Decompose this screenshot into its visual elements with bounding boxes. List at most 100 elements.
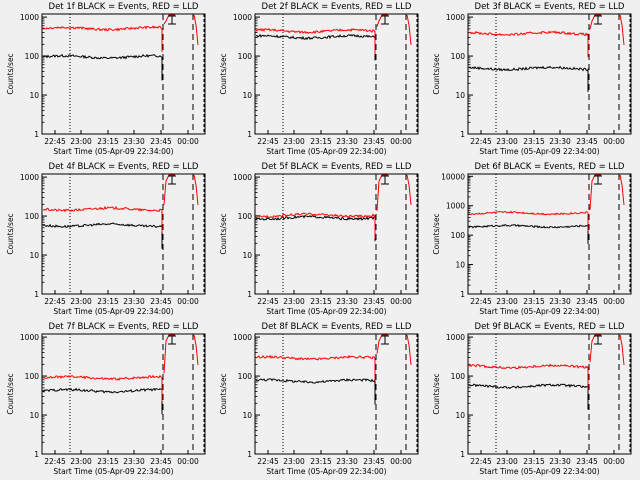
chart-title: Det 7f BLACK = Events, RED = LLD [49, 322, 199, 332]
x-tick-label: 00:00 [177, 137, 199, 146]
plot-frame [467, 173, 632, 295]
y-tick-label: 100 [238, 212, 253, 221]
y-axis-label: Counts/sec [219, 213, 228, 254]
y-tick-label: 1 [247, 130, 252, 139]
events-series-line [255, 378, 376, 384]
chart-svg: Det 4f BLACK = Events, RED = LLD 1 10 100 10… [6, 162, 206, 316]
x-tick-label: 23:15 [97, 137, 119, 146]
chart-svg: Det 9f BLACK = Events, RED = LLD 1 10 100 10… [432, 322, 632, 476]
x-tick-label: 23:00 [496, 137, 518, 146]
y-tick-label: 1000 [446, 333, 465, 342]
x-axis-label: Start Time (05-Apr-09 22:34:00) [53, 147, 173, 156]
lld-spike [589, 174, 625, 210]
y-tick-label: 1000 [446, 13, 465, 22]
lld-spike [163, 174, 199, 206]
x-axis-label: Start Time (05-Apr-09 22:34:00) [479, 307, 599, 316]
x-tick-label: 22:45 [257, 297, 279, 306]
detector-panel: Det 9f BLACK = Events, RED = LLD 1 10 100 10… [426, 320, 639, 480]
y-axis-label: Counts/sec [219, 373, 228, 414]
x-tick-label: 22:45 [44, 457, 66, 466]
y-axis-label: Counts/sec [432, 213, 441, 254]
x-tick-label: 23:15 [310, 137, 332, 146]
lld-spike [376, 14, 412, 46]
y-tick-label: 1 [247, 450, 252, 459]
y-tick-label: 1000 [233, 13, 252, 22]
chart-title: Det 9f BLACK = Events, RED = LLD [475, 322, 625, 332]
x-tick-label: 00:00 [390, 457, 412, 466]
x-tick-label: 23:00 [496, 297, 518, 306]
x-tick-label: 23:00 [70, 297, 92, 306]
chart-svg: Det 6f BLACK = Events, RED = LLD 1 10 100 10… [432, 162, 632, 316]
x-tick-label: 00:00 [390, 137, 412, 146]
x-tick-label: 23:30 [336, 457, 358, 466]
x-tick-label: 23:30 [549, 457, 571, 466]
y-tick-label: 1000 [20, 333, 39, 342]
chart-title: Det 6f BLACK = Events, RED = LLD [475, 162, 625, 172]
detector-panel: Det 2f BLACK = Events, RED = LLD 1 10 100 10… [213, 0, 426, 160]
x-tick-label: 00:00 [177, 457, 199, 466]
x-tick-label: 23:00 [283, 457, 305, 466]
x-tick-label: 23:30 [123, 457, 145, 466]
x-tick-label: 23:45 [363, 457, 385, 466]
y-axis-label: Counts/sec [6, 53, 15, 94]
lld-series-line [255, 212, 376, 219]
detector-panel: Det 7f BLACK = Events, RED = LLD 1 10 100 10… [0, 320, 213, 480]
error-bar-marker [594, 175, 602, 185]
error-bar-marker [168, 175, 176, 185]
plot-frame [41, 173, 206, 295]
x-tick-label: 23:45 [363, 137, 385, 146]
x-tick-label: 22:45 [470, 137, 492, 146]
x-axis-label: Start Time (05-Apr-09 22:34:00) [266, 467, 386, 476]
error-bar-marker [168, 335, 176, 345]
y-tick-label: 1 [460, 130, 465, 139]
y-tick-label: 1 [34, 450, 39, 459]
x-axis-label: Start Time (05-Apr-09 22:34:00) [479, 147, 599, 156]
x-axis-label: Start Time (05-Apr-09 22:34:00) [266, 307, 386, 316]
x-tick-label: 23:30 [549, 137, 571, 146]
y-axis-label: Counts/sec [219, 53, 228, 94]
x-tick-label: 00:00 [603, 457, 625, 466]
x-tick-label: 23:45 [363, 297, 385, 306]
y-tick-label: 1 [34, 130, 39, 139]
x-axis-label: Start Time (05-Apr-09 22:34:00) [479, 467, 599, 476]
chart-title: Det 8f BLACK = Events, RED = LLD [262, 322, 412, 332]
x-tick-label: 22:45 [470, 457, 492, 466]
x-tick-label: 23:45 [576, 137, 598, 146]
x-tick-label: 23:00 [70, 137, 92, 146]
error-bar-marker [381, 335, 389, 345]
lld-series-line [468, 30, 589, 37]
x-tick-label: 23:15 [97, 457, 119, 466]
x-tick-label: 23:30 [336, 137, 358, 146]
y-tick-label: 100 [25, 52, 40, 61]
x-axis-label: Start Time (05-Apr-09 22:34:00) [53, 467, 173, 476]
y-tick-label: 1000 [233, 333, 252, 342]
x-tick-label: 23:30 [123, 137, 145, 146]
lld-series-line [468, 363, 589, 370]
y-tick-label: 1000 [20, 173, 39, 182]
x-tick-label: 23:45 [150, 297, 172, 306]
y-tick-label: 100 [25, 212, 40, 221]
lld-series-line [42, 374, 163, 381]
y-tick-label: 100 [451, 231, 466, 240]
y-tick-label: 10 [455, 411, 465, 420]
y-tick-label: 1000 [233, 173, 252, 182]
lld-spike [589, 334, 625, 366]
chart-svg: Det 8f BLACK = Events, RED = LLD 1 10 100 10… [219, 322, 419, 476]
detector-panel: Det 6f BLACK = Events, RED = LLD 1 10 100 10… [426, 160, 639, 320]
error-bar-marker [168, 15, 176, 25]
lld-spike [376, 334, 412, 366]
chart-svg: Det 3f BLACK = Events, RED = LLD 1 10 100 10… [432, 2, 632, 156]
chart-svg: Det 2f BLACK = Events, RED = LLD 1 10 100 10… [219, 2, 419, 156]
events-series-line [468, 65, 588, 72]
y-tick-label: 100 [451, 372, 466, 381]
chart-title: Det 5f BLACK = Events, RED = LLD [262, 162, 412, 172]
x-tick-label: 23:45 [576, 297, 598, 306]
x-tick-label: 23:15 [523, 457, 545, 466]
x-tick-label: 22:45 [44, 137, 66, 146]
detector-panel: Det 4f BLACK = Events, RED = LLD 1 10 100 10… [0, 160, 213, 320]
y-tick-label: 100 [238, 52, 253, 61]
plot-frame [467, 13, 632, 135]
x-axis-label: Start Time (05-Apr-09 22:34:00) [53, 307, 173, 316]
plot-frame [41, 13, 206, 135]
lld-series-line [255, 354, 376, 361]
